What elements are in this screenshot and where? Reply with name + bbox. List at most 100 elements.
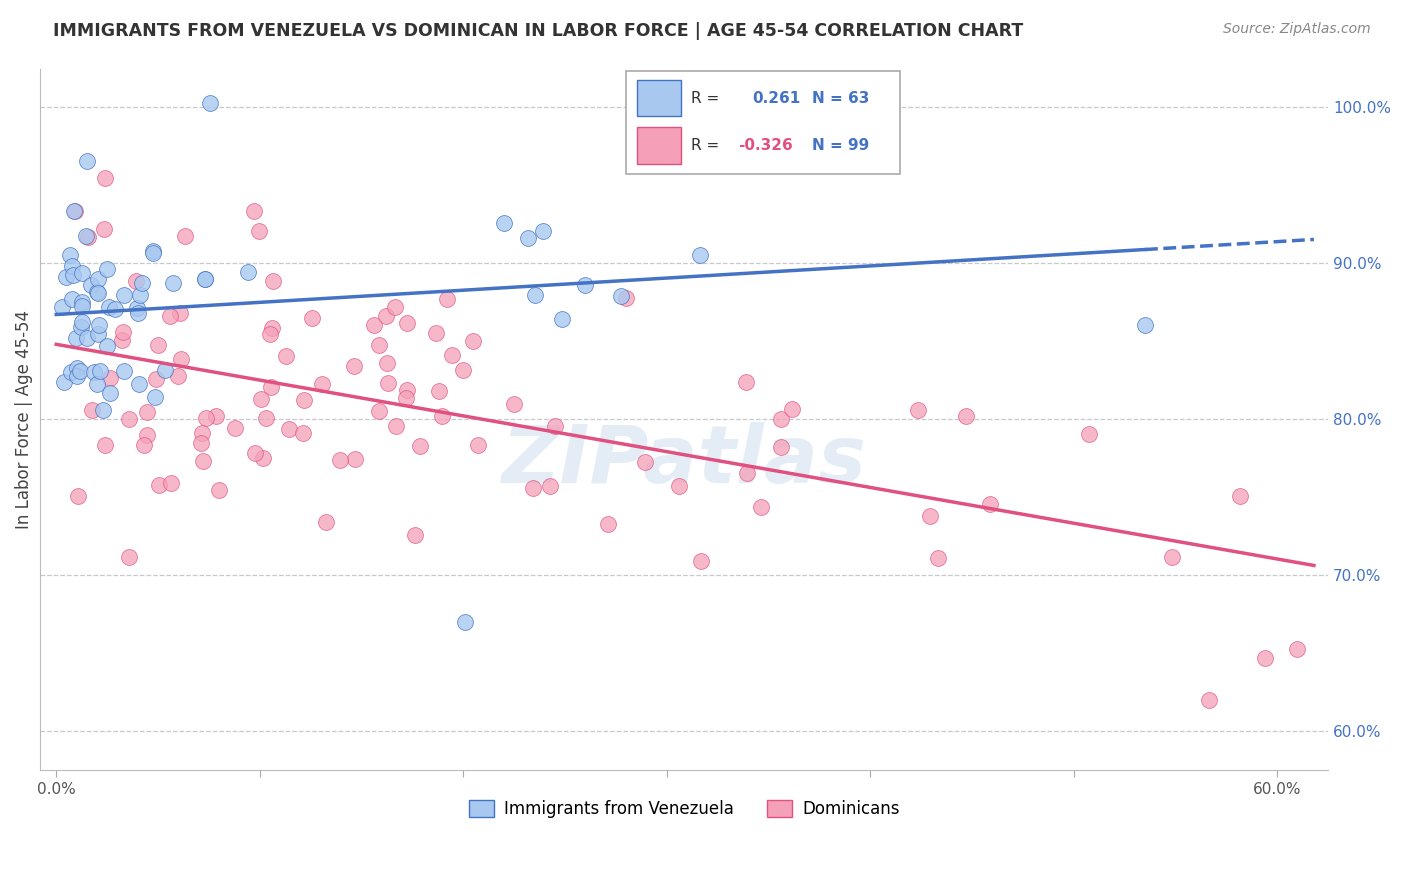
- Point: [301, 310, 323, 325]
- Point: [1229, 489, 1251, 503]
- Point: [87, 271, 110, 285]
- Point: [782, 402, 804, 417]
- Point: [260, 380, 283, 394]
- Point: [86, 327, 108, 342]
- Point: [543, 419, 565, 434]
- Point: [344, 452, 367, 467]
- Point: [145, 372, 167, 386]
- Point: [75, 229, 97, 244]
- Point: [70, 299, 93, 313]
- Point: [494, 216, 516, 230]
- Point: [614, 292, 637, 306]
- Point: [111, 333, 134, 347]
- Point: [60, 365, 83, 379]
- Point: [918, 509, 941, 524]
- Point: [979, 497, 1001, 511]
- Point: [384, 300, 406, 314]
- Point: [1253, 650, 1275, 665]
- Point: [70, 267, 93, 281]
- FancyBboxPatch shape: [637, 127, 681, 163]
- Point: [368, 404, 391, 418]
- Point: [142, 245, 165, 260]
- Point: [70, 320, 93, 334]
- Point: [425, 326, 447, 341]
- Point: [170, 352, 193, 367]
- Point: [955, 409, 977, 423]
- Point: [409, 438, 432, 452]
- Point: [394, 392, 416, 406]
- Point: [247, 224, 270, 238]
- Point: [94, 170, 117, 185]
- Point: [66, 360, 89, 375]
- Point: [159, 475, 181, 490]
- Point: [104, 301, 127, 316]
- Point: [162, 276, 184, 290]
- Point: [191, 426, 214, 441]
- Point: [262, 274, 284, 288]
- Point: [96, 262, 118, 277]
- Point: [523, 288, 546, 302]
- Text: N = 63: N = 63: [813, 90, 869, 105]
- Point: [125, 274, 148, 288]
- Point: [634, 454, 657, 468]
- Point: [262, 321, 284, 335]
- Point: [55, 270, 77, 285]
- Point: [522, 481, 544, 495]
- Point: [454, 615, 477, 629]
- Point: [51, 300, 73, 314]
- Text: -0.326: -0.326: [738, 137, 793, 153]
- Point: [245, 446, 267, 460]
- Point: [838, 100, 860, 114]
- Point: [441, 348, 464, 362]
- Point: [70, 315, 93, 329]
- FancyBboxPatch shape: [637, 79, 681, 117]
- Point: [502, 397, 524, 411]
- Point: [927, 551, 949, 566]
- Point: [236, 265, 259, 279]
- Point: [174, 228, 197, 243]
- Point: [1198, 693, 1220, 707]
- Point: [395, 383, 418, 397]
- Point: [93, 222, 115, 236]
- Point: [224, 421, 246, 435]
- Point: [467, 438, 489, 452]
- Point: [98, 300, 121, 314]
- Point: [118, 412, 141, 426]
- Point: [134, 438, 156, 452]
- Point: [609, 289, 631, 303]
- Point: [146, 338, 169, 352]
- Point: [112, 363, 135, 377]
- Point: [118, 549, 141, 564]
- Point: [208, 483, 231, 498]
- Point: [111, 325, 134, 339]
- Point: [430, 409, 453, 424]
- Point: [148, 478, 170, 492]
- Point: [252, 451, 274, 466]
- Point: [1133, 318, 1156, 332]
- Point: [363, 318, 385, 333]
- Point: [377, 356, 399, 370]
- Point: [461, 334, 484, 348]
- Text: R =: R =: [692, 90, 720, 105]
- Point: [70, 295, 93, 310]
- Point: [60, 260, 83, 274]
- Point: [127, 306, 149, 320]
- Point: [86, 377, 108, 392]
- Point: [59, 248, 82, 262]
- Point: [65, 204, 87, 219]
- Point: [153, 362, 176, 376]
- Point: [98, 371, 121, 385]
- Text: N = 99: N = 99: [813, 137, 869, 153]
- Point: [87, 285, 110, 300]
- Legend: Immigrants from Venezuela, Dominicans: Immigrants from Venezuela, Dominicans: [463, 793, 905, 825]
- Point: [69, 364, 91, 378]
- Point: [190, 436, 212, 450]
- Point: [907, 403, 929, 417]
- Point: [80, 277, 103, 292]
- Point: [427, 384, 450, 398]
- Point: [1285, 642, 1308, 657]
- Point: [436, 293, 458, 307]
- Point: [65, 330, 87, 344]
- Point: [374, 309, 396, 323]
- Point: [596, 516, 619, 531]
